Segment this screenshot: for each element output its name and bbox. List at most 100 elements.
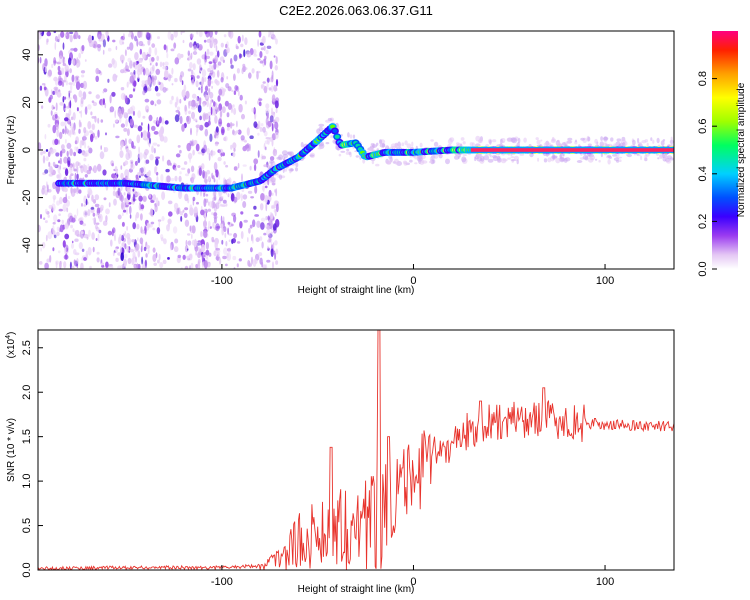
spectrogram-noise-blob — [218, 118, 223, 127]
spectrogram-noise-blob — [76, 77, 79, 81]
spectrogram-haze-blob — [553, 155, 558, 159]
spectrogram-noise-blob — [133, 264, 137, 269]
spectrogram-noise-blob — [73, 188, 77, 194]
spectrogram-haze-blob — [475, 135, 481, 142]
spectrogram-haze-blob — [517, 137, 521, 144]
spectrogram-haze-blob — [327, 117, 332, 121]
spectrogram-noise-blob — [41, 105, 44, 109]
spectrogram-noise-blob — [192, 149, 195, 156]
spectrogram-noise-blob — [57, 65, 61, 72]
spectrogram-noise-blob — [250, 196, 255, 199]
spectrogram-noise-blob — [112, 60, 118, 69]
spectrogram-noise-blob — [213, 162, 218, 171]
spectrogram-noise-blob — [87, 104, 92, 110]
spectrogram-haze-blob — [555, 157, 561, 164]
spectrogram-noise-blob — [259, 203, 264, 211]
spectrogram-noise-blob — [59, 224, 64, 233]
spectrogram-noise-blob — [53, 57, 57, 66]
spectrogram-noise-blob — [90, 133, 94, 143]
spectrogram-noise-blob — [82, 223, 87, 227]
spectrogram-noise-blob — [225, 43, 228, 49]
spectrogram-noise-blob — [45, 156, 49, 162]
spectrogram-noise-blob — [195, 80, 199, 88]
spectrogram-noise-blob — [185, 239, 188, 247]
spectrogram-noise-blob — [54, 114, 58, 119]
spectrogram-noise-blob — [102, 169, 107, 176]
spectrogram-noise-blob — [126, 226, 128, 231]
spectrogram-noise-blob — [142, 68, 146, 76]
spectrogram-noise-blob — [212, 197, 217, 201]
snr-series-line — [38, 330, 674, 570]
spectrogram-noise-blob — [83, 127, 87, 134]
spectrogram-noise-blob — [197, 104, 202, 113]
spectrogram-noise-blob — [91, 35, 94, 41]
spectrogram-noise-blob — [109, 109, 112, 114]
spectrogram-noise-blob — [140, 131, 143, 139]
spectrogram-ridge-core — [330, 124, 336, 129]
spectrogram-noise-blob — [76, 208, 79, 217]
spectrogram-noise-blob — [73, 47, 78, 52]
spectrogram-noise-blob — [208, 31, 213, 38]
spectrogram-noise-blob — [67, 195, 71, 200]
spectrogram-noise-blob — [179, 211, 184, 216]
spectrogram-haze-blob — [317, 147, 322, 150]
spectrogram-noise-blob — [147, 87, 152, 92]
spectrogram-noise-blob — [140, 213, 143, 221]
spectrogram-noise-blob — [88, 147, 93, 154]
spectrogram-haze-blob — [449, 137, 455, 143]
spectrogram-noise-blob — [195, 124, 201, 129]
spectrogram-noise-blob — [80, 110, 83, 118]
spectrogram-noise-blob — [265, 137, 271, 140]
spectrogram-haze-blob — [460, 137, 465, 141]
spectrogram-noise-blob — [190, 74, 194, 78]
spectrogram-noise-blob — [211, 212, 214, 216]
spectrogram-noise-blob — [273, 55, 276, 58]
spectrogram-noise-blob — [221, 106, 226, 114]
spectrogram-y-tick-label: -20 — [21, 190, 33, 206]
spectrogram-noise-blob — [223, 161, 226, 165]
spectrogram-noise-blob — [239, 53, 243, 58]
spectrogram-noise-blob — [151, 43, 156, 48]
spectrogram-noise-blob — [56, 91, 62, 98]
spectrogram-noise-blob — [215, 80, 220, 86]
spectrogram-noise-blob — [274, 65, 278, 71]
spectrogram-noise-blob — [191, 106, 196, 110]
spectrogram-noise-blob — [47, 214, 50, 218]
spectrogram-noise-blob — [265, 146, 267, 151]
spectrogram-noise-blob — [95, 75, 99, 83]
spectrogram-noise-blob — [137, 110, 142, 119]
spectrogram-noise-blob — [121, 106, 125, 115]
spectrogram-noise-blob — [152, 142, 158, 146]
spectrogram-noise-blob — [226, 47, 230, 54]
spectrogram-haze-blob — [575, 139, 577, 143]
spectrogram-noise-blob — [184, 173, 190, 177]
spectrogram-noise-blob — [156, 99, 162, 105]
spectrogram-noise-blob — [135, 214, 137, 222]
spectrogram-noise-blob — [120, 69, 125, 74]
spectrogram-noise-blob — [69, 175, 72, 180]
spectrogram-haze-blob — [662, 139, 666, 142]
spectrogram-noise-blob — [198, 87, 201, 91]
spectrogram-haze-blob — [567, 137, 573, 141]
spectrogram-noise-blob — [205, 249, 210, 256]
spectrogram-noise-blob — [170, 48, 175, 52]
spectrogram-haze-blob — [462, 154, 467, 156]
spectrogram-noise-blob — [200, 67, 203, 71]
spectrogram-noise-blob — [247, 259, 251, 267]
spectrogram-noise-blob — [243, 140, 247, 143]
spectrogram-noise-blob — [188, 110, 191, 115]
spectrogram-noise-blob — [121, 221, 125, 227]
spectrogram-noise-blob — [72, 162, 75, 170]
spectrogram-noise-blob — [90, 111, 93, 116]
spectrogram-noise-blob — [144, 259, 148, 269]
spectrogram-noise-blob — [189, 157, 192, 164]
spectrogram-noise-blob — [247, 237, 249, 243]
colorbar: 0.0 0.2 0.4 0.6 0.8 Normalized spectral ampl… — [697, 31, 747, 277]
spectrogram-noise-blob — [275, 248, 279, 255]
spectrogram-noise-blob — [239, 221, 243, 229]
spectrogram-x-ticks: -100 0 100 — [211, 264, 614, 287]
spectrogram-noise-blob — [194, 238, 197, 248]
spectrogram-noise-blob — [92, 101, 98, 107]
spectrogram-noise-blob — [85, 250, 89, 259]
spectrogram-noise-blob — [153, 147, 156, 154]
